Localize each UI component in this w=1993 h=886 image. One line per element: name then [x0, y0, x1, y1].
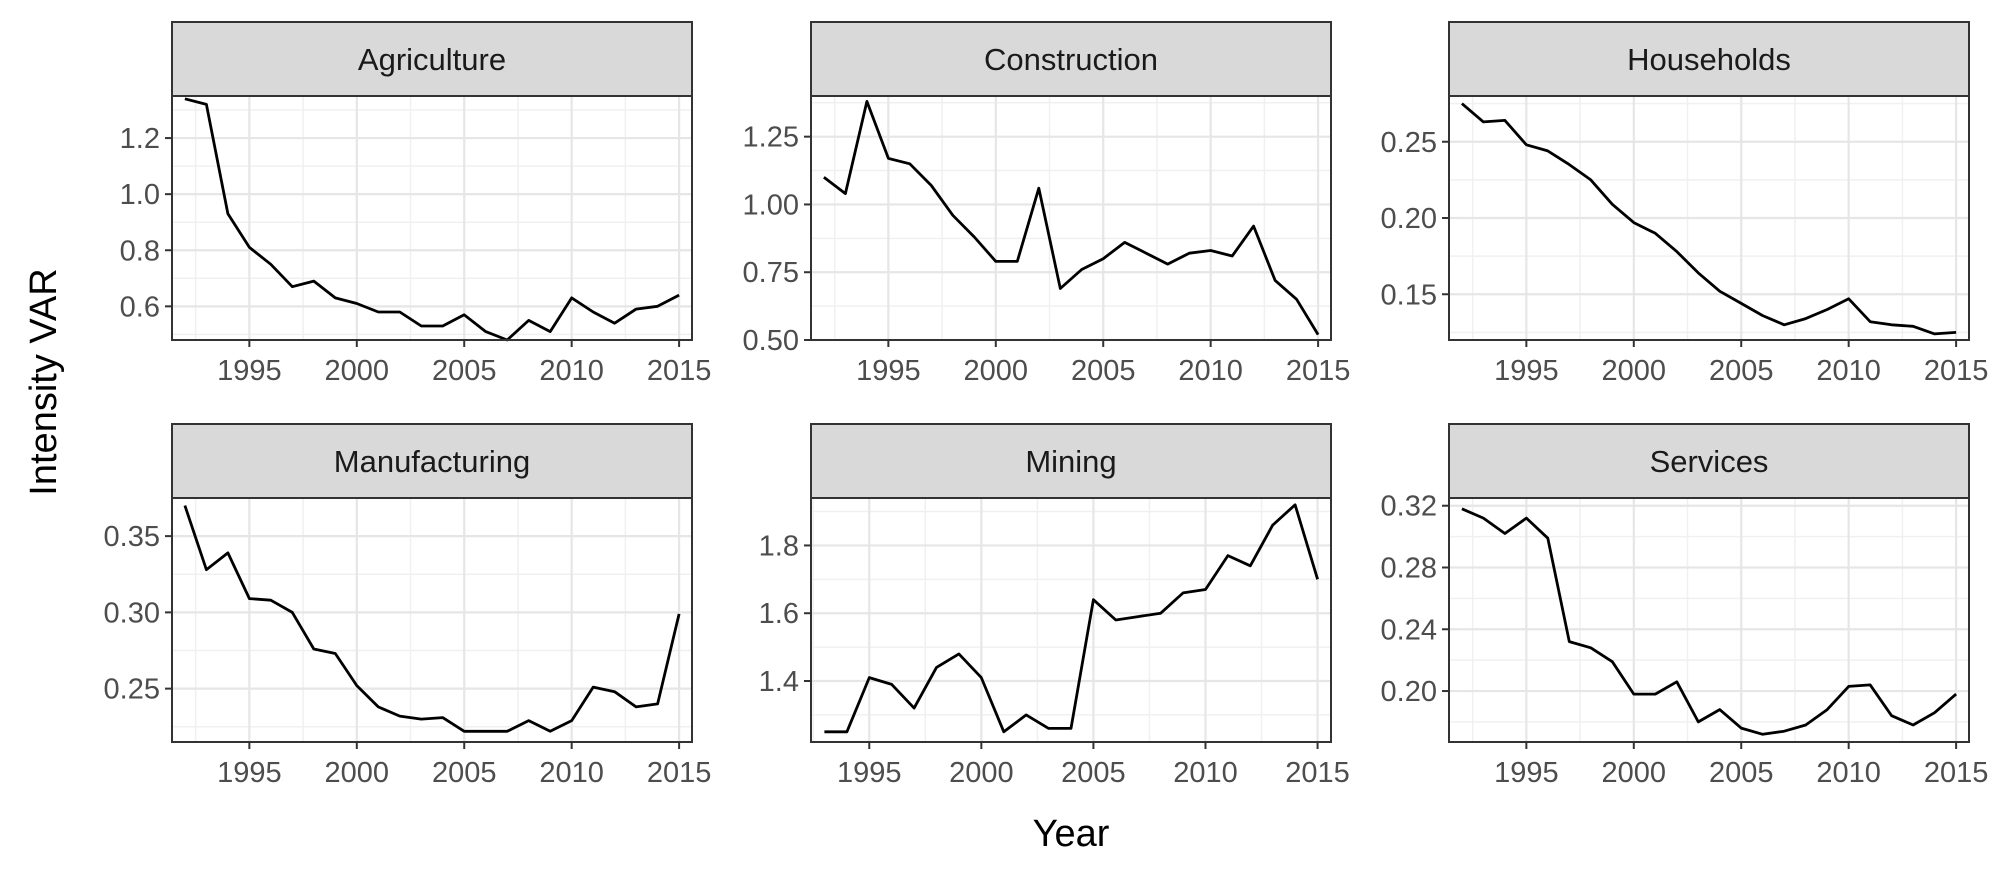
- y-tick-label: 0.75: [743, 257, 799, 289]
- facet-strip-label: Households: [1627, 42, 1791, 77]
- x-tick-label: 2015: [647, 355, 712, 387]
- x-tick-label: 2000: [325, 757, 390, 789]
- y-tick-label: 0.35: [104, 521, 160, 553]
- x-tick-label: 2015: [647, 757, 712, 789]
- facet-strip: [1448, 21, 1970, 97]
- x-tick-label: 1995: [856, 355, 921, 387]
- facet-strip-label: Mining: [1025, 444, 1116, 479]
- x-tick-label: 2000: [325, 355, 390, 387]
- x-tick-label: 2005: [432, 757, 497, 789]
- series-line: [183, 505, 681, 733]
- facet-mining: Mining 1995 2000 2005 2010 2015 1.4 1.6 1.8: [759, 423, 1350, 789]
- facet-strip-label: Manufacturing: [334, 444, 530, 479]
- panel-border: [810, 95, 1332, 341]
- x-tick-label: 2005: [1709, 757, 1774, 789]
- y-tick-label: 1.0: [120, 179, 160, 211]
- facet-strip: [1448, 423, 1970, 499]
- x-tick-label: 2010: [539, 757, 604, 789]
- facet-strip: [171, 21, 693, 97]
- x-tick-label: 1995: [1494, 757, 1559, 789]
- panel-border: [171, 497, 693, 743]
- facet-strip-label: Construction: [984, 42, 1158, 77]
- y-tick-label: 0.25: [1381, 127, 1437, 159]
- x-axis-title: Year: [1033, 813, 1110, 855]
- facet-manufacturing: Manufacturing 1995 2000 2005 2010 2015 0.25 0.3…: [104, 423, 712, 789]
- x-tick-label: 2015: [1924, 757, 1989, 789]
- facet-strip-label: Services: [1650, 444, 1769, 479]
- y-tick-label: 0.6: [120, 291, 160, 323]
- y-tick-label: 1.00: [743, 189, 799, 221]
- x-tick-label: 2005: [1709, 355, 1774, 387]
- series-line: [1460, 102, 1957, 336]
- facet-agriculture: Agriculture 1995 2000 2005 2010 2015 0.6 0.8 1.0…: [120, 21, 712, 387]
- x-tick-label: 2000: [1602, 757, 1667, 789]
- y-tick-label: 0.20: [1381, 203, 1437, 235]
- y-tick-label: 0.24: [1381, 614, 1437, 646]
- panel-border: [171, 95, 693, 341]
- x-tick-label: 2010: [539, 355, 604, 387]
- y-tick-label: 0.50: [743, 325, 799, 357]
- x-tick-label: 2000: [964, 355, 1029, 387]
- y-tick-label: 1.8: [759, 530, 799, 562]
- x-tick-label: 2000: [1602, 355, 1667, 387]
- y-axis-title: Intensity VAR: [23, 268, 65, 495]
- x-tick-label: 1995: [217, 355, 282, 387]
- y-tick-label: 0.8: [120, 235, 160, 267]
- y-tick-label: 0.28: [1381, 552, 1437, 584]
- x-tick-label: 2010: [1816, 757, 1881, 789]
- panel-border: [810, 497, 1332, 743]
- x-tick-label: 2010: [1173, 757, 1238, 789]
- x-tick-label: 2005: [1061, 757, 1126, 789]
- x-tick-label: 2015: [1286, 355, 1351, 387]
- series-line: [824, 503, 1319, 734]
- series-line: [1461, 507, 1958, 736]
- facet-services: Services 1995 2000 2005 2010 2015 0.20 0.24 0.28…: [1381, 423, 1989, 789]
- y-tick-label: 1.6: [759, 598, 799, 630]
- x-tick-label: 2015: [1924, 355, 1989, 387]
- y-tick-label: 1.2: [120, 123, 160, 155]
- y-tick-label: 1.25: [743, 122, 799, 154]
- y-tick-label: 1.4: [759, 666, 799, 698]
- x-tick-label: 2005: [432, 355, 497, 387]
- x-tick-label: 2010: [1816, 355, 1881, 387]
- x-tick-label: 2005: [1071, 355, 1136, 387]
- x-tick-label: 2000: [949, 757, 1014, 789]
- facet-strip: [810, 423, 1332, 499]
- y-tick-label: 0.30: [104, 597, 160, 629]
- series-line: [184, 97, 680, 342]
- series-line: [823, 100, 1320, 336]
- y-tick-label: 0.20: [1381, 676, 1437, 708]
- x-tick-label: 1995: [217, 757, 282, 789]
- y-tick-label: 0.25: [104, 674, 160, 706]
- facet-households: Households 1995 2000 2005 2010 2015 0.15 0.20 0.…: [1381, 21, 1989, 387]
- facet-strip-label: Agriculture: [358, 42, 506, 77]
- y-tick-label: 0.15: [1381, 279, 1437, 311]
- facet-construction: Construction 1995 2000 2005 2010 2015 0.50 0.75…: [743, 21, 1351, 387]
- x-tick-label: 2010: [1178, 355, 1243, 387]
- x-tick-label: 1995: [837, 757, 902, 789]
- panel-border: [1448, 497, 1970, 743]
- x-tick-label: 1995: [1494, 355, 1559, 387]
- y-tick-label: 0.32: [1381, 491, 1437, 523]
- x-tick-label: 2015: [1285, 757, 1350, 789]
